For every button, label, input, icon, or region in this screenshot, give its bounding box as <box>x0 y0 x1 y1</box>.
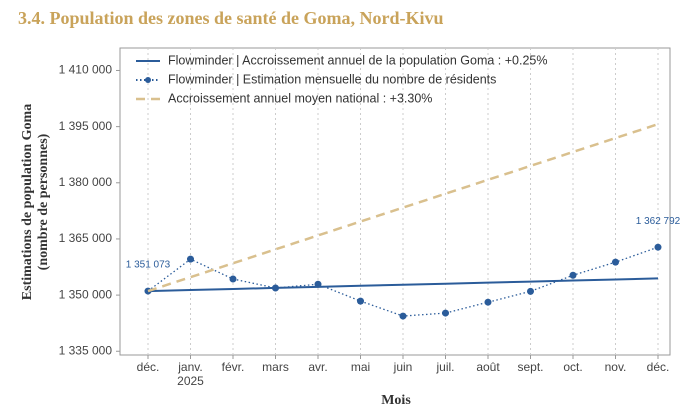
legend-label: Flowminder | Accroissement annuel de la … <box>168 53 548 67</box>
x-tick-label: juin <box>393 360 413 374</box>
series-line <box>147 246 659 317</box>
data-point <box>314 280 322 288</box>
x-tick-label: sept. <box>517 360 543 374</box>
data-point <box>357 297 364 305</box>
x-tick-label: avr. <box>308 360 327 374</box>
data-point <box>612 258 619 266</box>
x-tick-label: déc. <box>647 360 670 374</box>
x-tick-label: mai <box>351 360 370 374</box>
data-label: 1 362 792 <box>636 216 681 227</box>
x-tick-label: nov. <box>605 360 627 374</box>
data-point <box>484 298 492 306</box>
y-tick-label: 1 335 000 <box>59 343 113 357</box>
x-axis-label: Mois <box>381 393 411 408</box>
x-tick-label: oct. <box>563 360 582 374</box>
data-point <box>527 287 534 295</box>
data-point <box>654 243 662 251</box>
legend-label: Accroissement annuel moyen national : +3… <box>168 91 432 105</box>
y-tick-label: 1 380 000 <box>59 175 113 189</box>
x-tick-label: déc. <box>137 360 160 374</box>
legend-marker <box>145 77 151 83</box>
chart-title: 3.4. Population des zones de santé de Go… <box>18 8 444 28</box>
y-tick-label: 1 365 000 <box>59 231 113 245</box>
x-tick-label: juil. <box>435 360 454 374</box>
legend-label: Flowminder | Estimation mensuelle du nom… <box>168 72 496 86</box>
x-tick-label: janv. 2025 <box>177 360 204 388</box>
y-tick-label: 1 410 000 <box>59 63 113 77</box>
x-tick-label: août <box>476 360 500 374</box>
x-tick-label: mars <box>262 360 289 374</box>
data-label: 1 351 073 <box>126 260 171 271</box>
plot-frame <box>119 47 671 356</box>
x-tick-label: févr. <box>222 360 245 374</box>
data-point <box>569 271 577 279</box>
data-point <box>442 309 449 317</box>
y-axis-label: Estimations de population Goma(nombre de… <box>20 104 51 300</box>
y-tick-label: 1 395 000 <box>59 119 113 133</box>
data-point <box>399 312 407 320</box>
y-tick-label: 1 350 000 <box>59 287 113 301</box>
data-point <box>229 275 237 283</box>
data-point <box>272 284 279 292</box>
series-line <box>147 277 659 293</box>
data-point <box>187 255 194 263</box>
